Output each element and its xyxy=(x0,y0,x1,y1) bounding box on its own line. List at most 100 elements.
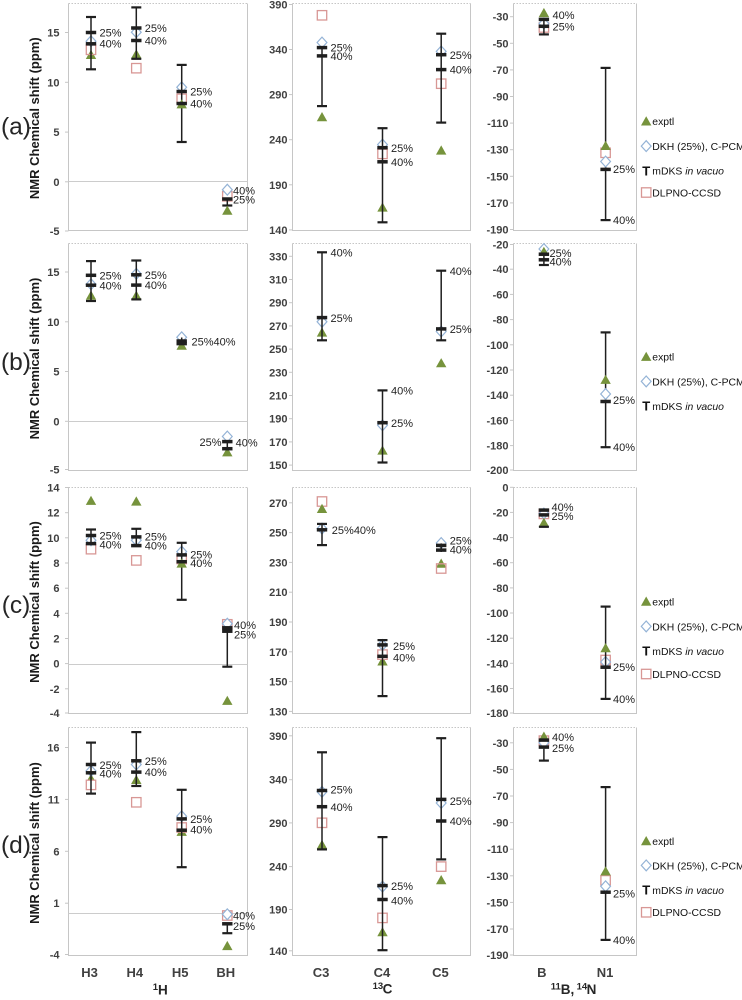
svg-text:-100: -100 xyxy=(486,608,508,620)
svg-text:(d): (d) xyxy=(1,832,31,859)
svg-text:-5: -5 xyxy=(50,465,60,477)
svg-text:-140: -140 xyxy=(486,390,508,402)
svg-text:25%: 25% xyxy=(550,248,572,260)
svg-text:BH: BH xyxy=(216,965,235,980)
svg-text:340: 340 xyxy=(269,45,287,57)
svg-text:40%: 40% xyxy=(613,694,635,706)
svg-text:240: 240 xyxy=(269,862,287,874)
svg-text:DKH (25%), C-PCM: DKH (25%), C-PCM xyxy=(652,861,742,872)
svg-text:10: 10 xyxy=(47,77,59,89)
svg-text:T: T xyxy=(642,399,650,414)
svg-text:40%: 40% xyxy=(393,653,415,665)
svg-text:0: 0 xyxy=(502,482,508,494)
svg-text:170: 170 xyxy=(269,647,287,659)
svg-text:-170: -170 xyxy=(486,924,508,936)
svg-text:40%: 40% xyxy=(552,502,574,514)
svg-text:T: T xyxy=(642,163,650,178)
svg-text:25%: 25% xyxy=(331,43,353,55)
svg-text:25%: 25% xyxy=(613,888,635,900)
svg-text:11: 11 xyxy=(551,982,562,993)
svg-text:40%: 40% xyxy=(450,266,472,278)
svg-text:11: 11 xyxy=(48,794,60,806)
svg-text:40%: 40% xyxy=(613,442,635,454)
svg-text:-5: -5 xyxy=(50,226,60,238)
svg-text:25%: 25% xyxy=(100,270,122,282)
svg-text:25%: 25% xyxy=(553,22,575,34)
svg-text:40%: 40% xyxy=(234,620,256,632)
svg-text:25%: 25% xyxy=(391,881,413,893)
svg-text:40%: 40% xyxy=(145,280,167,292)
svg-text:-190: -190 xyxy=(486,225,508,237)
svg-text:B,: B, xyxy=(561,982,575,997)
svg-text:40%: 40% xyxy=(145,36,167,48)
svg-text:N: N xyxy=(587,982,597,997)
svg-text:25%: 25% xyxy=(450,796,472,808)
svg-text:-70: -70 xyxy=(493,65,509,77)
svg-text:40%: 40% xyxy=(450,816,472,828)
svg-text:-130: -130 xyxy=(486,145,508,157)
svg-text:-150: -150 xyxy=(486,171,508,183)
svg-text:mDKS in vacuo: mDKS in vacuo xyxy=(652,886,724,897)
svg-text:0: 0 xyxy=(53,659,59,671)
svg-text:-100: -100 xyxy=(486,340,508,352)
svg-text:6: 6 xyxy=(53,846,59,858)
svg-text:C4: C4 xyxy=(374,965,391,980)
svg-text:25%: 25% xyxy=(613,395,635,407)
svg-text:25%40%: 25%40% xyxy=(192,337,236,349)
svg-text:40%: 40% xyxy=(613,935,635,947)
svg-text:4: 4 xyxy=(53,608,60,620)
svg-text:-50: -50 xyxy=(493,38,509,50)
svg-text:10: 10 xyxy=(47,317,59,329)
svg-text:-40: -40 xyxy=(493,533,509,545)
svg-text:40%: 40% xyxy=(331,248,353,260)
svg-text:1: 1 xyxy=(53,898,59,910)
svg-text:40%: 40% xyxy=(550,256,572,268)
svg-text:-70: -70 xyxy=(493,791,509,803)
svg-text:25%: 25% xyxy=(145,756,167,768)
svg-text:-190: -190 xyxy=(486,950,508,962)
svg-text:290: 290 xyxy=(269,298,287,310)
svg-text:6: 6 xyxy=(53,583,59,595)
svg-text:25%: 25% xyxy=(552,743,574,755)
svg-text:230: 230 xyxy=(269,557,287,569)
svg-text:190: 190 xyxy=(269,180,287,192)
svg-text:DLPNO-CCSD: DLPNO-CCSD xyxy=(652,670,721,681)
svg-text:230: 230 xyxy=(269,367,287,379)
svg-text:40%: 40% xyxy=(331,51,353,63)
svg-text:190: 190 xyxy=(269,617,287,629)
svg-text:290: 290 xyxy=(269,90,287,102)
svg-text:mDKS in vacuo: mDKS in vacuo xyxy=(652,647,724,658)
svg-text:mDKS in vacuo: mDKS in vacuo xyxy=(652,402,724,413)
svg-text:-4: -4 xyxy=(50,950,61,962)
svg-text:14: 14 xyxy=(577,982,588,993)
svg-text:C5: C5 xyxy=(432,965,449,980)
svg-text:5: 5 xyxy=(53,367,59,379)
svg-text:40%: 40% xyxy=(236,438,258,450)
svg-text:-120: -120 xyxy=(486,633,508,645)
svg-text:8: 8 xyxy=(53,558,59,570)
svg-text:25%: 25% xyxy=(190,814,212,826)
svg-text:40%: 40% xyxy=(553,10,575,22)
svg-text:(a): (a) xyxy=(1,114,31,141)
svg-text:40%: 40% xyxy=(190,825,212,837)
svg-text:25%: 25% xyxy=(450,536,472,548)
svg-text:14: 14 xyxy=(47,483,60,495)
svg-text:25%: 25% xyxy=(145,23,167,35)
svg-text:25%: 25% xyxy=(190,550,212,562)
svg-text:C: C xyxy=(383,982,393,997)
svg-text:25%: 25% xyxy=(393,641,415,653)
svg-text:170: 170 xyxy=(269,437,287,449)
svg-text:190: 190 xyxy=(269,905,287,917)
svg-text:40%: 40% xyxy=(190,99,212,111)
svg-text:DKH (25%), C-PCM: DKH (25%), C-PCM xyxy=(652,377,742,388)
svg-text:-110: -110 xyxy=(487,844,508,856)
svg-text:25%: 25% xyxy=(145,532,167,544)
svg-text:0: 0 xyxy=(53,416,59,428)
svg-text:25%: 25% xyxy=(190,87,212,99)
svg-text:40%: 40% xyxy=(100,280,122,292)
svg-text:40%: 40% xyxy=(613,215,635,227)
svg-text:-150: -150 xyxy=(486,897,508,909)
svg-text:25%: 25% xyxy=(199,437,221,449)
svg-text:40%: 40% xyxy=(100,769,122,781)
svg-text:15: 15 xyxy=(47,267,59,279)
